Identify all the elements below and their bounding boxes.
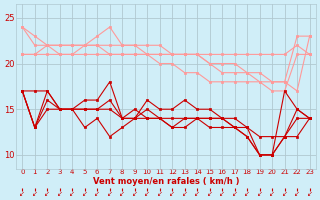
X-axis label: Vent moyen/en rafales ( km/h ): Vent moyen/en rafales ( km/h ) [93, 177, 239, 186]
